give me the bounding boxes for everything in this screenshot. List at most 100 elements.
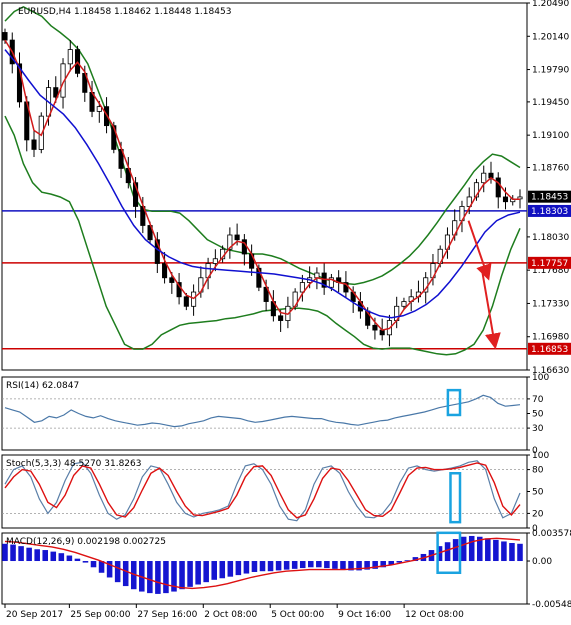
- time-tick-label: 27 Sep 16:00: [137, 610, 197, 620]
- macd-histogram-bar: [283, 561, 290, 570]
- macd-histogram-bar: [517, 543, 523, 562]
- macd-histogram-bar: [485, 538, 491, 562]
- time-tick-label: 20 Sep 2017: [6, 610, 63, 620]
- stoch-panel-title: Stoch(5,3,3) 48.5270 31.8263: [6, 459, 141, 469]
- macd-histogram-bar: [155, 561, 161, 594]
- moving-average-slow: [4, 49, 521, 319]
- candle-body: [234, 234, 240, 241]
- candle-body: [16, 63, 23, 103]
- macd-histogram-bar: [452, 539, 459, 562]
- stoch-main-line: [4, 460, 521, 522]
- macd-histogram-bar: [42, 550, 49, 562]
- time-tick-label: 25 Sep 00:00: [70, 610, 130, 620]
- macd-histogram-bar: [332, 561, 338, 569]
- candle-body: [372, 324, 378, 331]
- macd-panel-title: MACD(12,26,9) 0.002198 0.002725: [6, 537, 166, 547]
- macd-histogram-bar: [275, 561, 282, 571]
- macd-histogram-bar: [34, 549, 40, 562]
- stoch-tick-label: 100: [532, 451, 549, 461]
- macd-tick-label: 0.003578: [532, 529, 571, 539]
- macd-histogram-bar: [211, 561, 217, 580]
- macd-histogram-bar: [187, 561, 193, 587]
- macd-histogram-bar: [58, 553, 65, 562]
- macd-histogram-bar: [98, 561, 105, 573]
- macd-tick-label: 0.00: [532, 557, 552, 567]
- macd-histogram-bar: [372, 561, 378, 569]
- macd-histogram-bar: [106, 561, 113, 578]
- time-tick-label: 2 Oct 08:00: [204, 610, 257, 620]
- macd-histogram-bar: [380, 561, 386, 568]
- macd-histogram-bar: [404, 560, 411, 562]
- candle-body: [111, 125, 117, 150]
- macd-histogram-bar: [114, 561, 121, 583]
- macd-histogram-bar: [444, 542, 451, 562]
- price-tick-label: 1.18760: [532, 163, 569, 173]
- candle-body: [2, 32, 8, 41]
- macd-signal-line: [4, 537, 521, 590]
- macd-histogram-bar: [348, 561, 354, 571]
- forecast-arrow: [480, 266, 501, 350]
- macd-histogram-bar: [340, 561, 346, 570]
- highlight-box: [436, 531, 462, 575]
- macd-histogram-bar: [122, 561, 129, 587]
- macd-histogram-bar: [259, 561, 266, 572]
- candle-body: [278, 315, 284, 321]
- bollinger-upper-band: [4, 5, 521, 286]
- price-tag: [528, 204, 571, 217]
- macd-histogram-bar: [291, 561, 298, 569]
- price-tag-label: 1.17757: [531, 259, 568, 269]
- price-tick-label: 1.20490: [532, 0, 569, 9]
- macd-histogram-bar: [324, 561, 330, 569]
- candle-body: [481, 172, 487, 184]
- rsi-tick-label: 50: [532, 410, 544, 420]
- candle-body: [466, 196, 472, 207]
- price-tick-label: 1.19790: [532, 66, 569, 76]
- candle-body: [212, 258, 218, 264]
- candle-body: [133, 182, 139, 207]
- bollinger-lower-band: [4, 115, 521, 356]
- price-tick-label: 1.17680: [532, 266, 569, 276]
- macd-histogram-bar: [50, 551, 57, 562]
- candle-body: [31, 139, 37, 150]
- macd-histogram-bar: [501, 541, 507, 562]
- candle-body: [495, 177, 501, 198]
- price-tag: [528, 190, 571, 203]
- moving-average-fast: [4, 39, 520, 331]
- highlight-box: [446, 388, 462, 417]
- macd-histogram-bar: [18, 546, 24, 562]
- macd-histogram-bar: [179, 561, 185, 590]
- macd-histogram-bar: [171, 561, 177, 592]
- time-tick-label: 12 Oct 08:00: [405, 610, 464, 620]
- macd-histogram-bar: [476, 536, 483, 562]
- price-tick-label: 1.17330: [532, 299, 569, 309]
- macd-histogram-bar: [468, 535, 475, 562]
- macd-histogram-bar: [412, 557, 419, 562]
- macd-histogram-bar: [509, 543, 515, 562]
- macd-histogram-bar: [227, 561, 234, 577]
- macd-histogram-bar: [388, 561, 395, 565]
- price-tag-label: 1.16853: [531, 345, 568, 355]
- rsi-tick-label: 0: [532, 446, 538, 456]
- macd-histogram-bar: [26, 547, 32, 562]
- candle-body: [227, 234, 233, 250]
- rsi-tick-label: 70: [532, 395, 544, 405]
- price-tick-label: 1.19450: [532, 98, 569, 108]
- macd-histogram-bar: [203, 561, 209, 583]
- macd-histogram-bar: [2, 543, 8, 562]
- macd-histogram-bar: [10, 544, 16, 562]
- macd-panel-frame: [1, 532, 528, 605]
- price-tag-label: 1.18453: [531, 193, 568, 203]
- price-tick-label: 1.16980: [532, 333, 569, 343]
- stoch-signal-line: [4, 462, 521, 519]
- price-panel-frame: [1, 2, 528, 371]
- macd-histogram-bar: [308, 561, 314, 568]
- price-tick-label: 1.16630: [532, 366, 569, 376]
- macd-histogram-bar: [364, 561, 370, 570]
- macd-histogram-bar: [219, 561, 226, 579]
- macd-histogram-bar: [82, 561, 89, 563]
- price-tick-label: 1.19100: [532, 131, 569, 141]
- macd-histogram-bar: [163, 561, 169, 594]
- candle-body: [38, 115, 44, 150]
- macd-histogram-bar: [299, 561, 306, 569]
